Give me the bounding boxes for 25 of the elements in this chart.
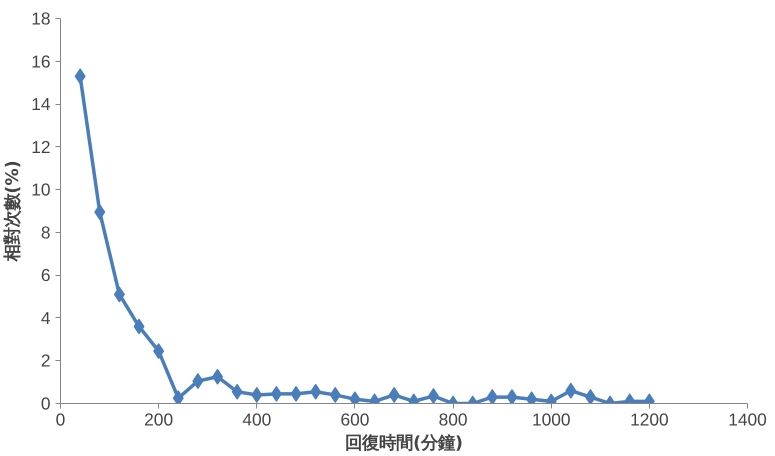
point (134, 318, 145, 334)
x-tick-label: 800 (438, 410, 468, 430)
y-axis-title: 相對次數(%) (3, 160, 24, 263)
point (584, 389, 596, 404)
y-tick-label: 10 (31, 180, 51, 200)
x-tick-label: 1400 (728, 410, 767, 430)
y-tick-label: 12 (31, 136, 51, 157)
x-tick-label: 600 (340, 410, 370, 430)
y-tick-label: 16 (31, 51, 51, 72)
x-tick-label: 1200 (630, 410, 669, 430)
y-tick-label: 4 (40, 308, 51, 328)
y-tick-label: 0 (40, 394, 51, 414)
point (506, 389, 518, 404)
y-tick-label: 18 (31, 8, 51, 28)
x-tick-label: 1000 (532, 410, 571, 430)
y-tick-label: 2 (40, 350, 51, 371)
x-tick-label: 400 (242, 410, 272, 430)
x-tick-label: 200 (144, 410, 174, 430)
point (428, 388, 439, 404)
x-axis-title: 回復時間(分鐘) (345, 434, 463, 454)
y-tick-label: 6 (40, 265, 51, 286)
y-tick-label: 14 (31, 94, 51, 114)
x-tick-label: 0 (56, 410, 66, 430)
point (486, 389, 498, 404)
y-tick-label: 8 (40, 222, 51, 242)
